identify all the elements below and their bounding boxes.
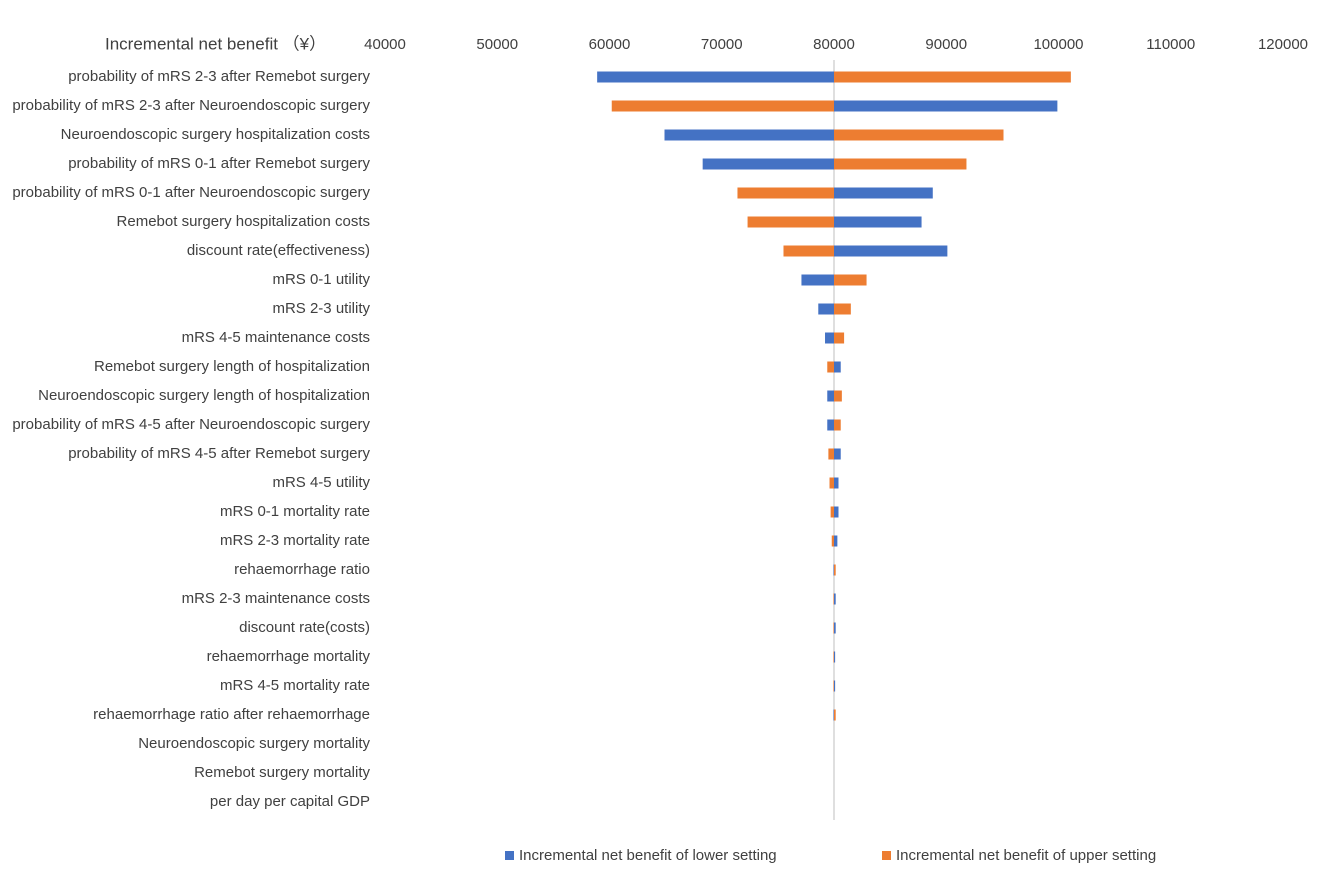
bar [834, 100, 1058, 112]
category-label: probability of mRS 2-3 after Remebot sur… [68, 68, 370, 85]
category-label: probability of mRS 4-5 after Neuroendosc… [12, 416, 370, 433]
bar [783, 245, 834, 257]
legend-label: Incremental net benefit of lower setting [519, 847, 777, 864]
category-label: rehaemorrhage mortality [207, 648, 371, 665]
bar [834, 158, 967, 170]
legend-swatch [505, 851, 514, 860]
bar [834, 187, 933, 199]
category-label: mRS 4-5 maintenance costs [182, 329, 370, 346]
bar [827, 390, 834, 402]
bar [834, 419, 841, 431]
bar [830, 506, 834, 518]
x-tick-label: 120000 [1258, 36, 1308, 53]
bar [825, 332, 834, 344]
bar [611, 100, 834, 112]
bar [834, 303, 851, 315]
category-label: discount rate(costs) [239, 619, 370, 636]
category-label: probability of mRS 2-3 after Neuroendosc… [12, 97, 370, 114]
bar [833, 564, 834, 576]
x-tick-label: 90000 [925, 36, 967, 53]
x-tick-label: 50000 [476, 36, 518, 53]
bar [833, 593, 834, 605]
x-tick-label: 40000 [364, 36, 406, 53]
bar [818, 303, 834, 315]
category-label: Remebot surgery hospitalization costs [117, 213, 370, 230]
category-label: mRS 0-1 utility [272, 271, 370, 288]
bar [834, 216, 922, 228]
bar [834, 245, 948, 257]
bar [827, 361, 834, 373]
category-label: mRS 2-3 utility [272, 300, 370, 317]
bar [834, 709, 836, 721]
bar [834, 361, 841, 373]
category-label: Neuroendoscopic surgery mortality [138, 735, 370, 752]
category-label: mRS 2-3 mortality rate [220, 532, 370, 549]
category-label: mRS 0-1 mortality rate [220, 503, 370, 520]
category-label: probability of mRS 4-5 after Remebot sur… [68, 445, 370, 462]
bar [597, 71, 834, 83]
x-tick-label: 110000 [1146, 36, 1195, 53]
bar [834, 390, 842, 402]
bar [801, 274, 834, 286]
bar [834, 448, 841, 460]
bar [702, 158, 834, 170]
category-label: rehaemorrhage ratio after rehaemorrhage [93, 706, 370, 723]
bar [833, 709, 834, 721]
chart-title: Incremental net benefit （¥） [105, 34, 326, 53]
x-tick-label: 60000 [589, 36, 631, 53]
category-label: mRS 2-3 maintenance costs [182, 590, 370, 607]
bar [834, 332, 845, 344]
bar [834, 71, 1071, 83]
bar [834, 506, 839, 518]
x-tick-label: 70000 [701, 36, 743, 53]
bar [747, 216, 834, 228]
bar [827, 419, 834, 431]
bar [834, 651, 836, 663]
bar [833, 651, 834, 663]
category-label: Neuroendoscopic surgery length of hospit… [38, 387, 370, 404]
bar [834, 129, 1004, 141]
bar [664, 129, 834, 141]
category-label: per day per capital GDP [210, 793, 370, 810]
category-label: mRS 4-5 utility [272, 474, 370, 491]
bar [737, 187, 834, 199]
category-label: probability of mRS 0-1 after Remebot sur… [68, 155, 370, 172]
legend-swatch [882, 851, 891, 860]
bar [834, 477, 839, 489]
bar [833, 622, 834, 634]
x-tick-label: 100000 [1033, 36, 1083, 53]
bar [828, 448, 834, 460]
bar [834, 622, 836, 634]
bar [833, 680, 834, 692]
category-label: Neuroendoscopic surgery hospitalization … [61, 126, 370, 143]
bar [831, 535, 834, 547]
category-label: mRS 4-5 mortality rate [220, 677, 370, 694]
x-tick-label: 80000 [813, 36, 855, 53]
bar [834, 535, 838, 547]
bar [834, 593, 836, 605]
category-label: rehaemorrhage ratio [234, 561, 370, 578]
category-label: Remebot surgery length of hospitalizatio… [94, 358, 370, 375]
bar [834, 680, 836, 692]
category-label: discount rate(effectiveness) [187, 242, 370, 259]
bar [834, 564, 836, 576]
category-label: probability of mRS 0-1 after Neuroendosc… [12, 184, 370, 201]
legend-label: Incremental net benefit of upper setting [896, 847, 1156, 864]
category-label: Remebot surgery mortality [194, 764, 370, 781]
bar [829, 477, 834, 489]
bar [834, 274, 867, 286]
